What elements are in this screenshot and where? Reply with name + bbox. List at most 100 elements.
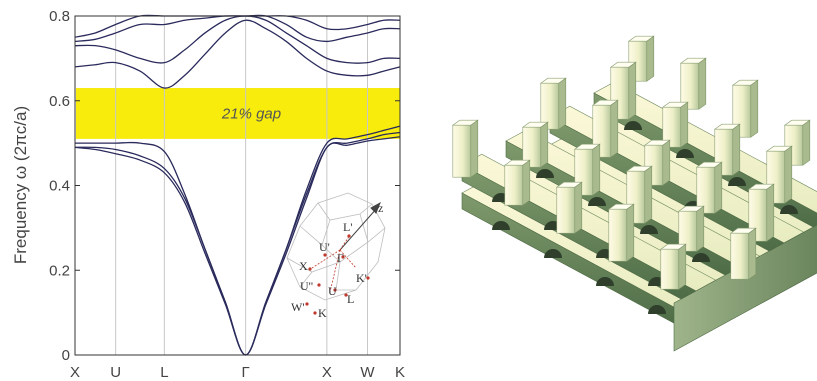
x-tick-label: L xyxy=(160,364,168,381)
pillar-body xyxy=(730,232,750,280)
bz-point-label: L xyxy=(347,292,354,306)
band-line-4 xyxy=(74,19,401,89)
x-tick-label: K xyxy=(395,364,405,381)
x-tick-label: U xyxy=(110,364,121,381)
lattice-hole xyxy=(780,205,798,214)
pillar-side xyxy=(784,145,793,204)
x-gridlines xyxy=(115,16,368,355)
lattice-hole xyxy=(596,277,614,286)
lattice-pillar xyxy=(521,121,549,168)
pillar-body xyxy=(504,164,524,206)
lattice-hole xyxy=(676,149,694,158)
bz-point-marker xyxy=(308,267,312,271)
bz-point-label: L' xyxy=(343,220,353,234)
lattice-pillar xyxy=(677,205,705,252)
lattice-hole xyxy=(728,177,746,186)
band-line-2 xyxy=(74,131,401,356)
lattice-hole xyxy=(640,225,658,234)
lattice-pillar xyxy=(695,161,723,214)
x-tick-label: X xyxy=(70,364,80,381)
pillar-side xyxy=(470,119,479,178)
brillouin-zone-labels: L' U' Γ X U'' W' K' UK L xyxy=(291,220,370,320)
pillar-side xyxy=(714,161,723,214)
pillar-side xyxy=(540,121,549,168)
lattice-hole xyxy=(624,121,642,130)
pillar-body xyxy=(608,208,628,262)
y-axis-ticks: 0 0.2 0.4 0.6 0.8 xyxy=(49,8,400,364)
pillar-side xyxy=(646,35,655,82)
bz-point-marker xyxy=(305,302,309,306)
bz-point-marker xyxy=(317,283,321,287)
bz-point-label: K xyxy=(318,306,327,320)
pillar-side xyxy=(610,99,619,158)
brillouin-zone-axis xyxy=(339,201,381,251)
pillar-body xyxy=(660,248,680,290)
pillar-side xyxy=(750,79,759,138)
band-line-3 xyxy=(75,125,401,356)
band-gap-label: 21% gap xyxy=(221,105,281,122)
pillar-side xyxy=(766,183,775,242)
brillouin-zone-paths xyxy=(311,234,357,293)
lattice-hole xyxy=(648,305,666,314)
pillar-side xyxy=(748,227,757,280)
y-tick-label: 0.6 xyxy=(49,93,70,110)
lattice-pillar xyxy=(555,181,583,234)
bz-point-label: K' xyxy=(356,271,367,285)
lattice-pillar xyxy=(679,57,707,110)
pillar-side xyxy=(574,181,583,234)
lattice-pillar xyxy=(661,101,689,148)
pillar-side xyxy=(662,139,671,186)
pillar-side xyxy=(592,143,601,196)
pillar-side xyxy=(628,61,637,120)
pillar-side xyxy=(698,57,707,110)
lattice-hole xyxy=(492,221,510,230)
bz-point-marker xyxy=(347,234,351,238)
bz-point-marker xyxy=(313,311,317,315)
bz-point-label: X xyxy=(299,259,308,273)
lattice-pillar xyxy=(607,203,635,262)
lattice-hole xyxy=(692,253,710,262)
band-line-1 xyxy=(74,136,401,356)
pillar-body xyxy=(452,124,472,178)
y-tick-label: 0 xyxy=(62,347,70,364)
pillar-body xyxy=(556,186,576,234)
pillar-side xyxy=(626,203,635,262)
lattice-pillar xyxy=(625,165,653,224)
lattice-front-right-slab xyxy=(673,224,817,352)
x-tick-label: X xyxy=(322,364,332,381)
bz-point-label: U'' xyxy=(300,279,313,293)
band-gap-region xyxy=(76,88,400,139)
photonic-crystal-lattice-illustration xyxy=(451,35,817,352)
lattice-pillar xyxy=(573,143,601,196)
x-tick-label: W xyxy=(360,364,375,381)
y-tick-label: 0.8 xyxy=(49,8,70,25)
lattice-hole xyxy=(544,249,562,258)
brillouin-zone-outline xyxy=(286,192,386,301)
lattice-pillar xyxy=(451,119,479,178)
lattice-pillar xyxy=(539,77,567,130)
bz-point-label: U xyxy=(328,284,337,298)
bz-point-marker xyxy=(333,288,337,292)
lattice-end-face xyxy=(673,224,817,352)
lattice-pillar xyxy=(729,227,757,280)
bz-point-marker xyxy=(366,276,370,280)
lattice-pillar xyxy=(659,243,687,290)
lattice-hole xyxy=(536,169,554,178)
y-axis-label: Frequency ω (2πc/a) xyxy=(11,106,30,264)
pillar-side xyxy=(802,119,811,166)
bz-point-marker xyxy=(341,255,345,259)
bz-label-z: z xyxy=(378,201,383,215)
pillar-side xyxy=(644,165,653,224)
bz-point-label: W' xyxy=(291,300,305,314)
lattice-hole xyxy=(588,197,606,206)
y-tick-label: 0.4 xyxy=(49,178,70,195)
bz-point-marker xyxy=(323,253,327,257)
brillouin-zone-inset: z L' U' Γ X U'' W' K' UK L xyxy=(286,192,386,320)
bz-point-label: Γ xyxy=(337,251,344,265)
x-tick-label: Γ xyxy=(241,364,249,381)
pillar-side xyxy=(558,77,567,130)
y-tick-label: 0.2 xyxy=(49,262,70,279)
